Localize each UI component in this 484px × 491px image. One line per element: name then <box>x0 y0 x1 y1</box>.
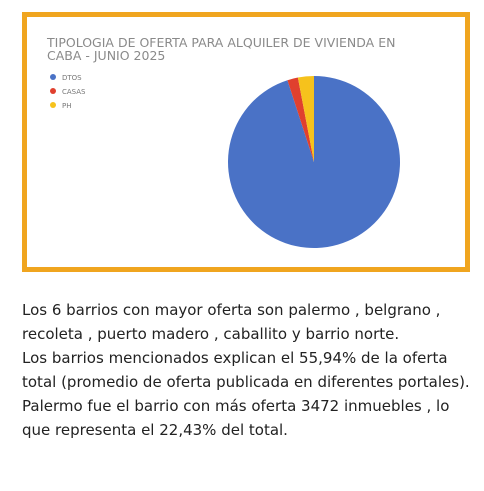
pie-slice <box>297 76 314 162</box>
chart-frame: TIPOLOGIA DE OFERTA PARA ALQUILER DE VIV… <box>22 12 470 272</box>
chart-title: TIPOLOGIA DE OFERTA PARA ALQUILER DE VIV… <box>46 35 395 63</box>
legend-marker <box>50 74 56 80</box>
body-text: Los 6 barrios con mayor oferta son paler… <box>22 298 472 442</box>
legend-marker <box>50 102 56 108</box>
legend-marker <box>50 88 56 94</box>
paragraph: Palermo fue el barrio con más oferta 347… <box>22 397 450 439</box>
paragraph: Los barrios mencionados explican el 55,9… <box>22 349 470 391</box>
paragraph: Los 6 barrios con mayor oferta son paler… <box>22 301 441 343</box>
legend-label: DTOS <box>62 74 82 82</box>
legend-label: CASAS <box>62 88 86 96</box>
legend-label: PH <box>62 102 72 110</box>
pie-slice <box>287 77 314 162</box>
chart: TIPOLOGIA DE OFERTA PARA ALQUILER DE VIV… <box>46 35 400 248</box>
